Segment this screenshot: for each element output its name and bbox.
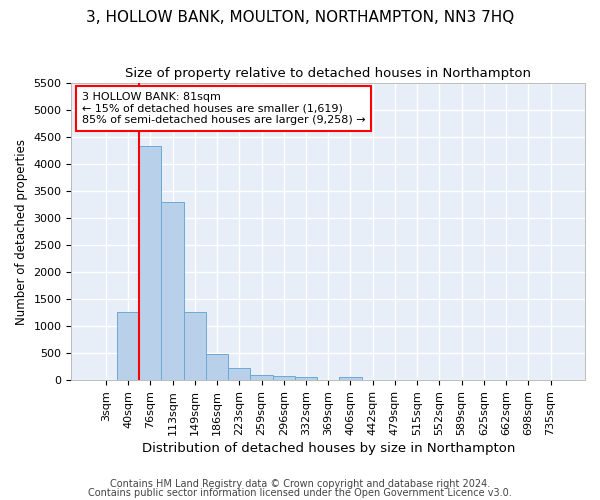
Bar	[161, 202, 184, 380]
Text: 3, HOLLOW BANK, MOULTON, NORTHAMPTON, NN3 7HQ: 3, HOLLOW BANK, MOULTON, NORTHAMPTON, NN…	[86, 10, 514, 25]
Text: Contains public sector information licensed under the Open Government Licence v3: Contains public sector information licen…	[88, 488, 512, 498]
X-axis label: Distribution of detached houses by size in Northampton: Distribution of detached houses by size …	[142, 442, 515, 455]
Bar	[184, 312, 206, 380]
Bar	[228, 368, 250, 380]
Bar	[139, 146, 161, 380]
Bar	[340, 377, 362, 380]
Y-axis label: Number of detached properties: Number of detached properties	[15, 138, 28, 324]
Text: 3 HOLLOW BANK: 81sqm
← 15% of detached houses are smaller (1,619)
85% of semi-de: 3 HOLLOW BANK: 81sqm ← 15% of detached h…	[82, 92, 365, 125]
Text: Contains HM Land Registry data © Crown copyright and database right 2024.: Contains HM Land Registry data © Crown c…	[110, 479, 490, 489]
Bar	[272, 376, 295, 380]
Bar	[117, 312, 139, 380]
Bar	[206, 354, 228, 380]
Title: Size of property relative to detached houses in Northampton: Size of property relative to detached ho…	[125, 68, 531, 80]
Bar	[250, 376, 272, 380]
Bar	[295, 377, 317, 380]
